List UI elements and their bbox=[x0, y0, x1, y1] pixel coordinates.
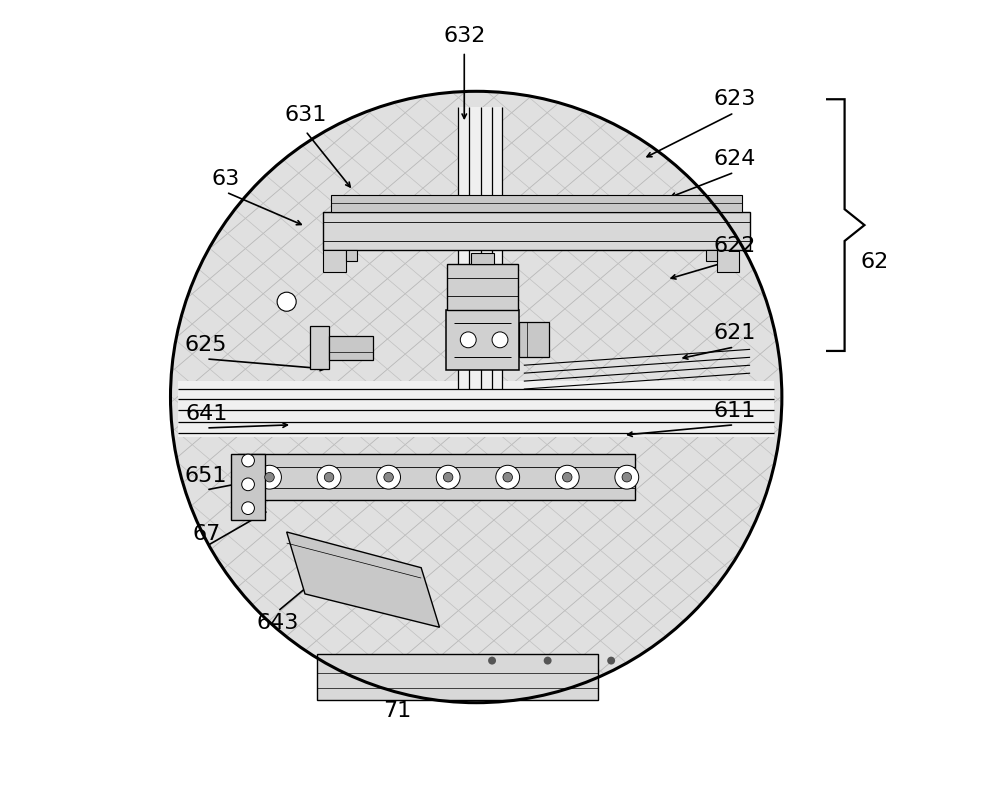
Polygon shape bbox=[287, 532, 439, 627]
Circle shape bbox=[607, 657, 615, 665]
Circle shape bbox=[324, 472, 334, 482]
Bar bbox=[329, 336, 373, 360]
Circle shape bbox=[242, 502, 254, 515]
Text: 67: 67 bbox=[192, 523, 220, 544]
Bar bbox=[717, 250, 739, 272]
Text: 62: 62 bbox=[861, 252, 889, 272]
Circle shape bbox=[242, 454, 254, 467]
Text: 624: 624 bbox=[713, 148, 755, 169]
Circle shape bbox=[544, 657, 552, 665]
Text: 632: 632 bbox=[443, 25, 485, 46]
Text: 631: 631 bbox=[284, 105, 327, 125]
Bar bbox=[178, 381, 774, 437]
Circle shape bbox=[562, 472, 572, 482]
Circle shape bbox=[555, 465, 579, 489]
Text: 621: 621 bbox=[713, 323, 755, 344]
Bar bbox=[317, 654, 598, 700]
Bar bbox=[231, 454, 265, 520]
Circle shape bbox=[377, 465, 401, 489]
Text: 641: 641 bbox=[185, 404, 227, 425]
Circle shape bbox=[436, 465, 460, 489]
Circle shape bbox=[615, 465, 639, 489]
Circle shape bbox=[488, 657, 496, 665]
Bar bbox=[346, 250, 357, 261]
Text: 622: 622 bbox=[713, 236, 755, 256]
Bar bbox=[458, 107, 502, 389]
Text: 71: 71 bbox=[383, 700, 411, 721]
Bar bbox=[310, 326, 329, 369]
Text: 643: 643 bbox=[256, 613, 299, 634]
Bar bbox=[238, 454, 635, 500]
Circle shape bbox=[622, 472, 632, 482]
Bar bbox=[471, 252, 494, 264]
Circle shape bbox=[277, 292, 296, 311]
Circle shape bbox=[317, 465, 341, 489]
Circle shape bbox=[443, 472, 453, 482]
Bar bbox=[446, 310, 519, 370]
Circle shape bbox=[170, 91, 782, 703]
Circle shape bbox=[460, 332, 476, 348]
Bar bbox=[331, 195, 742, 212]
Bar bbox=[447, 264, 518, 310]
Text: 623: 623 bbox=[713, 89, 755, 110]
Bar bbox=[519, 322, 549, 357]
Circle shape bbox=[242, 478, 254, 491]
Text: 63: 63 bbox=[212, 168, 240, 189]
Circle shape bbox=[503, 472, 512, 482]
Circle shape bbox=[384, 472, 393, 482]
Bar bbox=[323, 212, 750, 250]
Bar bbox=[323, 250, 346, 272]
Text: 611: 611 bbox=[713, 401, 755, 422]
Circle shape bbox=[492, 332, 508, 348]
Text: 651: 651 bbox=[185, 466, 227, 487]
Circle shape bbox=[258, 465, 281, 489]
Bar bbox=[706, 250, 717, 261]
Text: 625: 625 bbox=[185, 335, 227, 356]
Circle shape bbox=[265, 472, 274, 482]
Circle shape bbox=[496, 465, 520, 489]
